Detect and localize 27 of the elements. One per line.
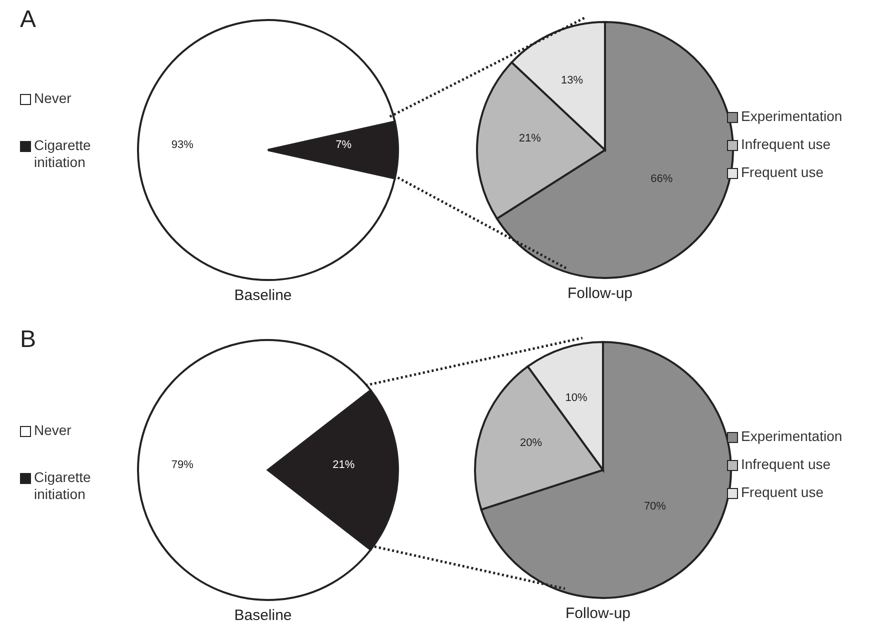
chart-title: A [20, 6, 36, 34]
pie-slice [137, 19, 396, 281]
text: Follow-up [564, 605, 632, 622]
data-label: 20% [520, 437, 542, 450]
text: Baseline [233, 607, 293, 624]
legend-label: Never [34, 422, 72, 439]
text: Baseline [233, 287, 293, 304]
data-label: 70% [644, 500, 666, 512]
legend-label: Cigarette initiation [34, 469, 92, 503]
legend-label: Experimentation [741, 108, 842, 125]
data-label: 10% [565, 392, 588, 404]
data-label: 93% [171, 139, 194, 151]
legend-label: Frequent use [741, 484, 824, 501]
legend-label: Infrequent use [741, 456, 831, 473]
data-label: 21% [332, 459, 355, 471]
legend-label: Frequent use [741, 164, 824, 181]
chart-title: B [20, 326, 36, 354]
data-label: 13% [561, 74, 584, 86]
legend-label: Infrequent use [741, 136, 831, 153]
legend-label: Cigarette initiation [34, 137, 92, 171]
data-label: 7% [336, 139, 352, 151]
legend-label: Experimentation [741, 428, 842, 445]
data-label: 66% [650, 172, 673, 185]
text: Follow-up [566, 285, 634, 302]
data-label: 79% [171, 459, 194, 471]
data-label: 21% [518, 132, 542, 144]
legend-label: Never [34, 90, 72, 107]
